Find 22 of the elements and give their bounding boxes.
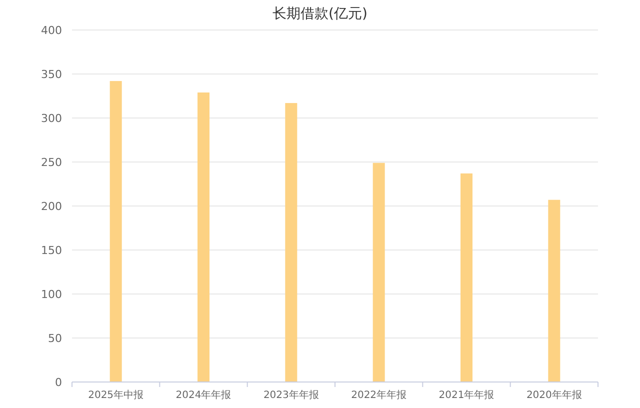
x-tick-label: 2023年年报	[263, 389, 319, 401]
x-tick-label: 2020年年报	[526, 389, 582, 401]
y-tick-label: 200	[41, 200, 62, 213]
y-tick-label: 400	[41, 24, 62, 37]
bar	[285, 103, 298, 382]
y-tick-label: 350	[41, 68, 62, 81]
y-tick-label: 100	[41, 288, 62, 301]
x-tick-label: 2025年中报	[88, 389, 144, 401]
bar	[548, 200, 560, 382]
bar	[198, 92, 210, 382]
bar	[460, 173, 472, 382]
bar	[372, 162, 385, 382]
y-tick-label: 300	[41, 112, 62, 125]
y-tick-label: 150	[41, 244, 62, 257]
y-tick-label: 0	[55, 376, 62, 389]
chart-title: 长期借款(亿元)	[272, 6, 368, 22]
y-tick-label: 50	[48, 332, 62, 345]
x-tick-label: 2022年年报	[351, 389, 407, 401]
x-tick-label: 2021年年报	[438, 389, 494, 401]
x-tick-label: 2024年年报	[176, 389, 232, 401]
y-tick-label: 250	[41, 156, 62, 169]
bar	[110, 81, 122, 382]
